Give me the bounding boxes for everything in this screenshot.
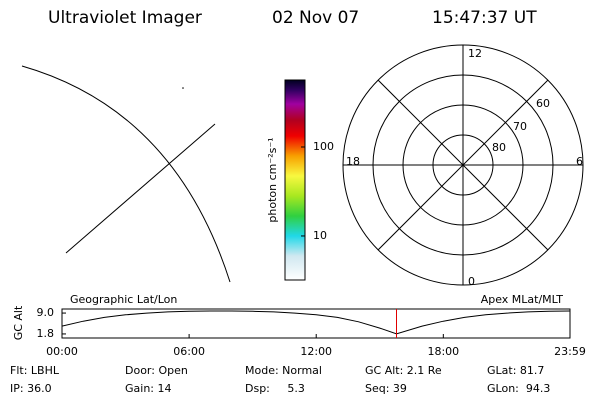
orbit-line [61,310,571,335]
limb-panel [21,65,231,283]
colorbar-tick-label: 10 [313,229,327,242]
y-tick-label: 1.8 [37,327,55,340]
hour-label: 0 [468,275,475,288]
terminator [65,123,216,254]
dot [182,87,184,89]
date: 02 Nov 07 [272,8,359,28]
annotation: Geographic Lat/Lon [70,293,177,306]
status-field: Gain: 14 [125,382,172,395]
header: Ultraviolet Imager 02 Nov 07 15:47:37 UT [48,8,537,28]
colorbar-label: photon cm⁻²s⁻¹ [266,137,279,222]
orbit-plot: GC Alt Geographic Lat/Lon Apex MLat/MLT … [12,293,586,358]
status-field: GC Alt: 2.1 Re [365,364,442,377]
status-field: Seq: 39 [365,382,407,395]
title: Ultraviolet Imager [48,8,202,28]
annotation: Apex MLat/MLT [481,293,564,306]
y-axis-label: GC Alt [12,305,25,340]
status-field: Door: Open [125,364,188,377]
colorbar-scale [284,79,306,281]
axis [377,79,549,251]
status-field: IP: 36.0 [10,382,52,395]
x-tick-label: 00:00 [46,345,78,358]
status-field: Mode: Normal [245,364,322,377]
colorbar-tick-label: 100 [313,140,334,153]
x-tick-label: 06:00 [173,345,205,358]
footer: Flt: LBHL Door: Open Mode: Normal GC Alt: 2… [10,364,550,395]
time: 15:47:37 UT [432,8,537,28]
hour-label: 6 [576,155,583,168]
y-tick-label: 9.0 [37,306,55,319]
polar-plot: 12 6 0 18 60 70 80 [342,44,584,288]
hour-label: 18 [346,155,360,168]
status-field: Flt: LBHL [10,364,60,377]
hour-label: 12 [468,47,482,60]
x-tick-label: 23:59 [554,345,586,358]
status-field: GLon: 94.3 [487,382,550,395]
colorbar: photon cm⁻²s⁻¹ 10 100 [266,79,334,281]
lat-label: 60 [536,97,550,110]
x-tick-label: 12:00 [300,345,332,358]
earth-limb [21,65,231,283]
status-field: GLat: 81.7 [487,364,544,377]
status-field: Dsp: 5.3 [245,382,305,395]
x-tick-label: 18:00 [427,345,459,358]
lat-label: 80 [492,141,506,154]
lat-label: 70 [513,120,527,133]
